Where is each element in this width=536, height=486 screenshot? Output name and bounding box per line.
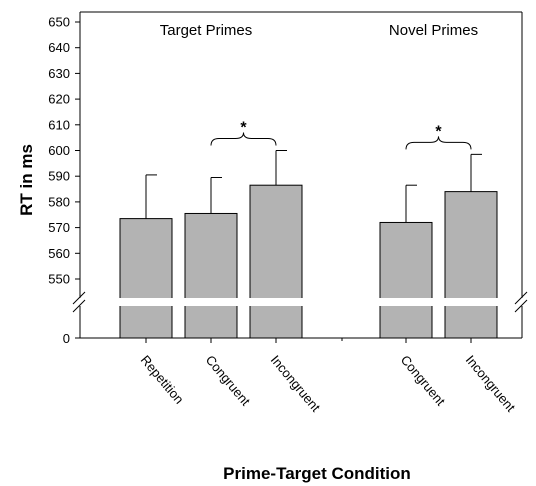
x-category-label: Repetition: [138, 352, 187, 406]
y-tick-label: 580: [48, 194, 70, 209]
y-tick-label: 590: [48, 169, 70, 184]
bar: [379, 221, 433, 339]
y-tick-label: 620: [48, 92, 70, 107]
y-tick-label: 630: [48, 66, 70, 81]
axis-break-mark-left: [72, 291, 86, 305]
y-axis-title: RT in ms: [17, 144, 36, 216]
y-tick-label: 610: [48, 117, 70, 132]
x-category-label: Incongruent: [268, 352, 324, 415]
y-tick-label: 570: [48, 220, 70, 235]
bar: [249, 184, 303, 339]
y-zero-label: 0: [63, 331, 70, 346]
x-category-label: Incongruent: [463, 352, 519, 415]
y-tick-label: 640: [48, 40, 70, 55]
axis-break-band: [68, 298, 534, 306]
x-axis-title: Prime-Target Condition: [223, 464, 411, 483]
axis-break-mark-right: [514, 291, 528, 305]
y-tick-label: 650: [48, 15, 70, 30]
group-label: Novel Primes: [389, 22, 478, 39]
significance-star: *: [240, 120, 247, 137]
axis-break-mark-right: [514, 299, 528, 313]
y-tick-label: 550: [48, 272, 70, 287]
group-label: Target Primes: [160, 22, 253, 39]
y-tick-label: 560: [48, 246, 70, 261]
significance-brace: [210, 132, 277, 146]
significance-brace: [405, 136, 472, 150]
y-tick-label: 600: [48, 143, 70, 158]
x-category-label: Congruent: [398, 352, 449, 408]
bar: [444, 191, 498, 339]
bar: [119, 218, 173, 339]
axis-break-mark-left: [72, 299, 86, 313]
bar: [184, 212, 238, 339]
x-category-label: Congruent: [203, 352, 254, 408]
significance-star: *: [435, 123, 442, 140]
